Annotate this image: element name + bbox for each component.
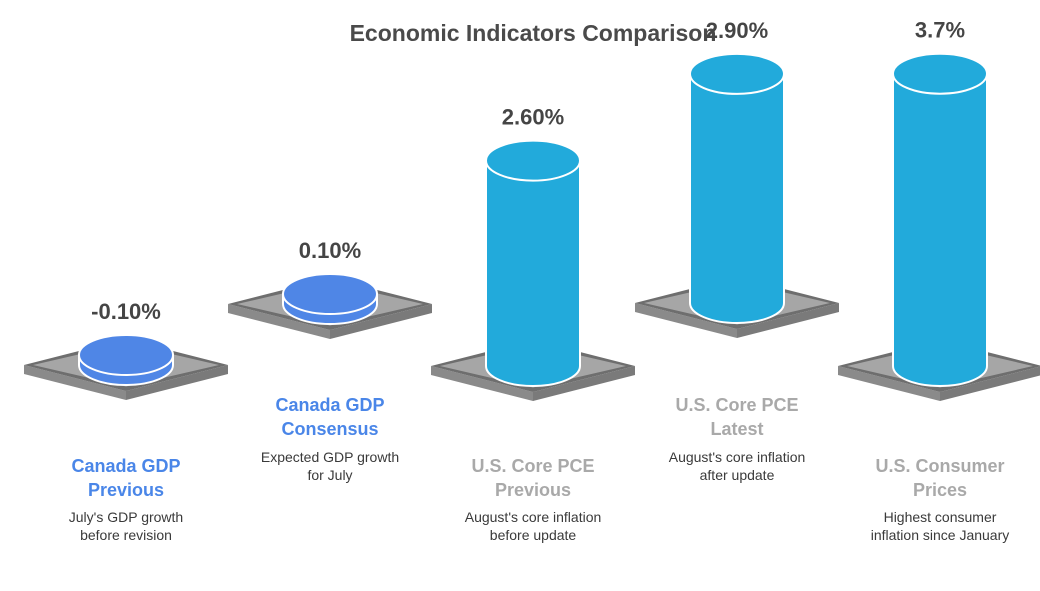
bars-layer: -0.10% Canada GDP Previous July's GDP growt… — [24, 18, 1040, 543]
description-label: before update — [490, 527, 577, 543]
platform-side — [838, 366, 940, 401]
description-label: August's core inflation — [669, 449, 806, 465]
value-label: 2.90% — [706, 18, 768, 43]
category-label: Previous — [495, 480, 571, 500]
bar-group: 2.60% U.S. Core PCE Previous August's core … — [431, 105, 635, 543]
bar-top — [485, 139, 581, 182]
bar-body — [485, 159, 581, 387]
category-label: Canada GDP — [71, 456, 180, 476]
category-label: Prices — [913, 480, 967, 500]
description-label: August's core inflation — [465, 509, 602, 525]
bar-top — [892, 52, 988, 95]
category-label: Consensus — [281, 419, 378, 439]
description-label: Expected GDP growth — [261, 449, 399, 465]
bar-body — [892, 72, 988, 387]
category-label: Latest — [710, 419, 763, 439]
description-label: Highest consumer — [884, 509, 997, 525]
description-label: after update — [700, 467, 775, 483]
platform-side — [940, 366, 1040, 401]
description-label: July's GDP growth — [69, 509, 183, 525]
platform-side — [330, 304, 432, 339]
bar-group: 0.10% Canada GDP Consensus Expected GDP gro… — [228, 238, 432, 483]
description-label: for July — [307, 467, 352, 483]
category-label: U.S. Core PCE — [471, 456, 594, 476]
value-label: 0.10% — [299, 238, 361, 263]
value-label: 3.7% — [915, 18, 965, 43]
description-label: before revision — [80, 527, 172, 543]
category-label: Previous — [88, 480, 164, 500]
bar-top — [282, 273, 378, 315]
description-label: inflation since January — [871, 527, 1010, 543]
bar-group: 3.7% U.S. Consumer Prices Highest consumer i… — [838, 18, 1040, 543]
platform-side — [737, 303, 839, 338]
bar-body — [689, 72, 785, 324]
value-label: 2.60% — [502, 105, 564, 130]
category-label: U.S. Core PCE — [675, 395, 798, 415]
platform-side — [126, 365, 228, 400]
platform-side — [24, 365, 126, 400]
bar-top — [689, 52, 785, 95]
chart-title: Economic Indicators Comparison — [350, 20, 717, 46]
platform-side — [228, 304, 330, 339]
bar-group: 2.90% U.S. Core PCE Latest August's core in… — [635, 18, 839, 483]
bar-top — [78, 334, 174, 376]
bar-group: -0.10% Canada GDP Previous July's GDP growt… — [24, 299, 228, 543]
category-label: U.S. Consumer — [875, 456, 1004, 476]
value-label: -0.10% — [91, 299, 161, 324]
platform-side — [533, 366, 635, 401]
category-label: Canada GDP — [275, 395, 384, 415]
platform-side — [431, 366, 533, 401]
platform-side — [635, 303, 737, 338]
